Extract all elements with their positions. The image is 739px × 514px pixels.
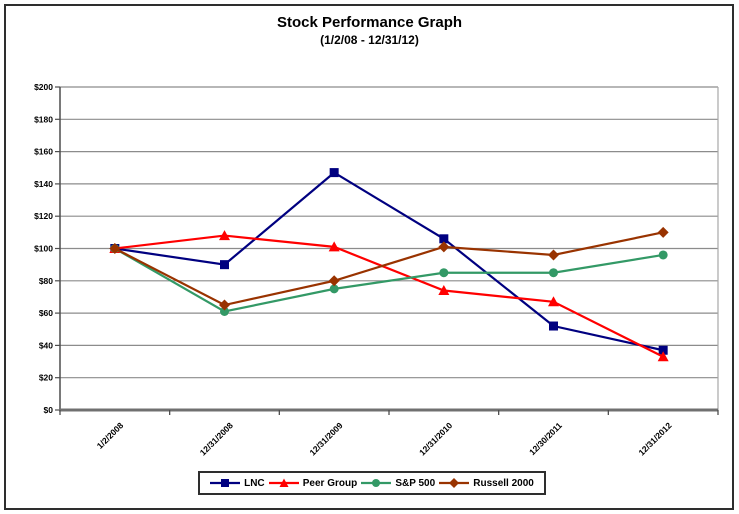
data-point [658,250,668,260]
data-point [438,241,450,253]
data-point [549,321,558,331]
data-point [658,345,668,355]
x-axis-label: 12/31/2008 [198,420,235,457]
series-line-peer-group [114,234,664,358]
y-axis-label: $100 [34,244,53,254]
data-point [219,299,230,311]
chart-title: Stock Performance Graph [276,14,463,31]
data-point [329,284,339,294]
data-point [439,268,449,278]
data-point [219,230,230,241]
x-axis-label: 12/30/2011 [527,420,564,457]
y-axis-label: $140 [34,179,53,189]
data-point [220,260,229,270]
data-point [549,268,558,278]
data-point [438,284,450,295]
y-axis-label: $40 [39,340,53,350]
legend-label: Russell 2000 [473,477,534,489]
series-line-russell-2000 [114,231,664,307]
legend-marker-circle-icon [361,479,392,487]
legend-marker-triangle-icon [268,478,299,487]
data-point [328,241,340,252]
data-point [657,226,669,238]
legend-label: S&P 500 [395,477,436,489]
data-point [439,234,449,244]
data-point [109,243,121,254]
data-point [548,296,559,307]
series-line-lnc [114,171,664,352]
y-axis-label: $20 [39,373,53,383]
y-axis-label: $200 [34,82,53,92]
x-axis-label: 12/31/2009 [307,420,344,457]
legend-item-peer-group: Peer Group [268,477,358,489]
data-point [548,249,559,261]
x-axis-label: 12/31/2012 [636,420,673,457]
chart-frame [4,4,734,510]
x-axis-label: 1/2/2008 [95,420,126,451]
y-axis-label: $160 [34,147,53,157]
y-axis-label: $80 [39,276,53,286]
data-point [220,306,229,316]
legend-item-s-p-500: S&P 500 [361,477,435,489]
y-axis-label: $60 [39,308,53,318]
title-block: Stock Performance Graph (1/2/08 - 12/31/… [0,14,739,47]
legend-label: Peer Group [302,477,358,489]
chart-subtitle: (1/2/08 - 12/31/12) [320,33,419,47]
legend-marker-diamond-icon [439,478,470,488]
y-axis-label: $0 [44,405,54,415]
y-axis-label: $120 [34,211,53,221]
legend-marker-square-icon [210,479,241,487]
series-line-s-p-500 [114,247,664,313]
data-point [329,168,339,178]
y-axis-label: $180 [34,114,53,124]
legend-item-lnc: LNC [210,477,265,489]
x-axis-label: 12/31/2010 [417,420,454,457]
data-point [657,351,669,362]
legend-item-russell-2000: Russell 2000 [439,477,534,489]
legend: LNC Peer Group S&P 500 Russell 2000 [198,471,546,495]
legend-label: LNC [244,477,265,489]
data-point [328,275,340,287]
